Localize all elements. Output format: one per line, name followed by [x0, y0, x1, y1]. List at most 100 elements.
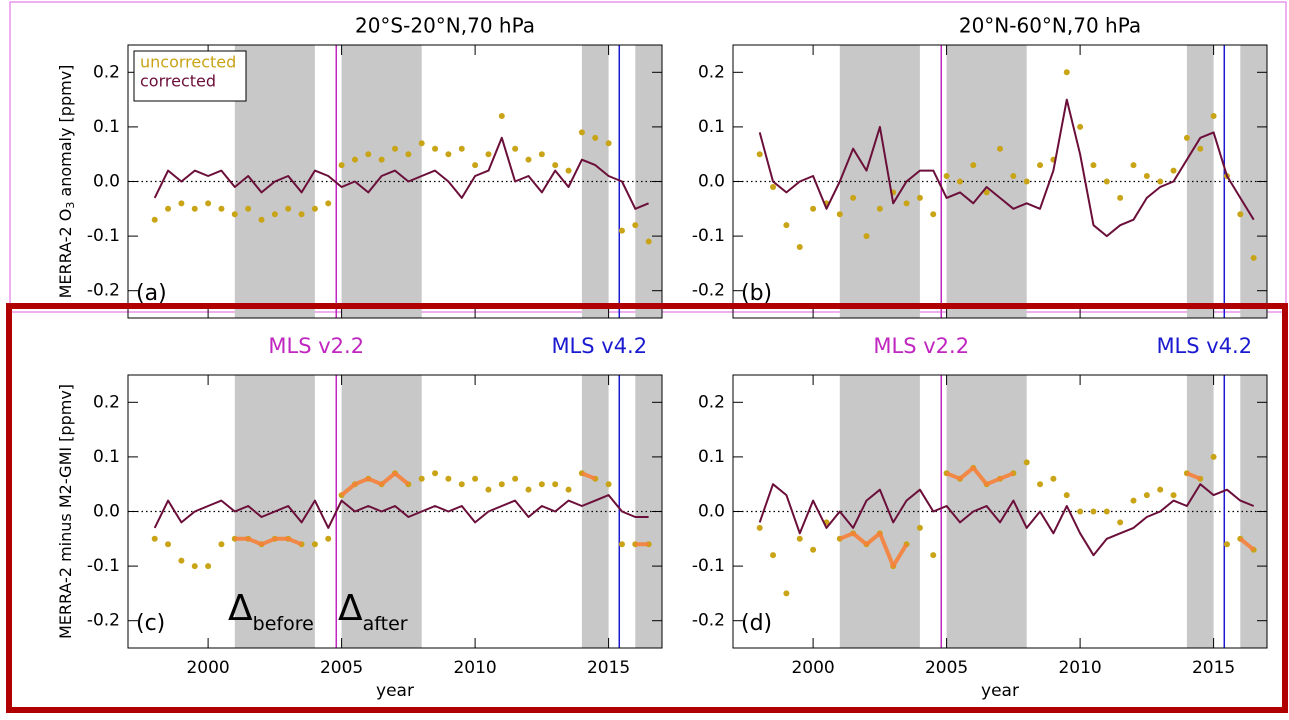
- x-tick-label: 2000: [186, 658, 229, 678]
- data-point: [1210, 453, 1217, 460]
- data-point: [405, 151, 412, 158]
- data-point: [485, 486, 492, 493]
- y-tick-label: -0.2: [87, 281, 120, 301]
- data-point: [1117, 519, 1124, 526]
- x-tick-label: 2005: [320, 658, 363, 678]
- data-point: [325, 200, 332, 207]
- data-point: [151, 216, 158, 223]
- data-point: [618, 541, 625, 548]
- plots: -0.2 -0.1 0.0 0.1 0.2 20°S-20°N,70 hPa MERRA-2…: [56, 14, 1268, 701]
- data-point: [1210, 112, 1217, 119]
- data-point: [796, 535, 803, 542]
- data-point: [498, 481, 505, 488]
- data-point: [605, 140, 612, 147]
- y-tick-label: 0.1: [698, 447, 725, 467]
- series-line: [758, 483, 1255, 557]
- data-point: [930, 552, 937, 559]
- data-point: [552, 162, 559, 169]
- smoothed-line: [234, 471, 649, 547]
- shaded-period: [1186, 375, 1214, 648]
- panel-label: (d): [741, 611, 772, 636]
- plot-area: [128, 375, 662, 648]
- data-point: [538, 151, 545, 158]
- data-point: [618, 227, 625, 234]
- data-point: [943, 173, 950, 180]
- panel-label: (a): [136, 281, 167, 306]
- data-point: [783, 590, 790, 597]
- data-point: [1103, 178, 1110, 185]
- panel-title: 20°S-20°N,70 hPa: [355, 14, 535, 38]
- y-axis-label-part: MERRA-2 O: [56, 209, 75, 299]
- data-point: [418, 475, 425, 482]
- data-point: [178, 557, 185, 564]
- panel: MLS v2.2 MLS v4.2 -0.2 -0.1 0.0 0.1 0.2 2000 200…: [56, 334, 663, 701]
- delta-annotation: Δafter: [338, 588, 408, 635]
- data-point: [445, 151, 452, 158]
- legend-entry: corrected: [140, 72, 216, 91]
- y-tick-label: -0.1: [692, 556, 725, 576]
- panel: -0.2 -0.1 0.0 0.1 0.2 20°S-20°N,70 hPa MERRA-2…: [56, 14, 663, 319]
- data-point: [271, 211, 278, 218]
- x-tick-label: 2000: [791, 658, 834, 678]
- y-tick-label: 0.2: [93, 62, 120, 82]
- data-point: [1223, 541, 1230, 548]
- data-point: [850, 194, 857, 201]
- data-point: [218, 541, 225, 548]
- data-point: [565, 486, 572, 493]
- delta-subscript: before: [253, 613, 314, 635]
- data-point: [1063, 492, 1070, 499]
- data-point: [418, 140, 425, 147]
- delta-symbol: Δ: [228, 588, 253, 629]
- y-axis-label: MERRA-2 minus M2-GMI [ppmv]: [56, 384, 75, 639]
- data-point: [538, 481, 545, 488]
- data-point: [903, 200, 910, 207]
- data-point: [512, 145, 519, 152]
- data-point: [1170, 167, 1177, 174]
- data-point: [1130, 497, 1137, 504]
- data-point: [1117, 194, 1124, 201]
- data-point: [512, 475, 519, 482]
- y-axis-label-part: anomaly [ppmv]: [56, 65, 75, 202]
- panel-title: 20°N-60°N,70 hPa: [959, 14, 1141, 38]
- y-tick-label: -0.1: [87, 556, 120, 576]
- shaded-period: [839, 375, 920, 648]
- y-tick-label: -0.2: [692, 281, 725, 301]
- series-line: [153, 136, 649, 210]
- panel: -0.2 -0.1 0.0 0.1 0.2 20°N-60°N,70 hPa (b): [692, 14, 1268, 319]
- y-tick-label: -0.1: [692, 226, 725, 246]
- data-point: [770, 552, 777, 559]
- data-point: [970, 162, 977, 169]
- y-tick-label: 0.0: [93, 502, 120, 522]
- data-point: [191, 205, 198, 212]
- x-tick-label: 2015: [1192, 658, 1235, 678]
- plot-area: [733, 45, 1267, 318]
- version-label: MLS v2.2: [873, 334, 969, 358]
- x-tick-label: 2010: [1058, 658, 1101, 678]
- y-tick-label: -0.2: [692, 611, 725, 631]
- data-point: [836, 211, 843, 218]
- data-point: [783, 222, 790, 229]
- data-point: [565, 167, 572, 174]
- data-point: [876, 205, 883, 212]
- x-axis-label: year: [376, 681, 414, 701]
- panel-label: (b): [741, 281, 772, 306]
- y-axis-label-part: 3: [64, 202, 77, 209]
- data-point: [1077, 123, 1084, 130]
- data-point: [810, 205, 817, 212]
- data-point: [205, 200, 212, 207]
- y-tick-label: 0.1: [93, 117, 120, 137]
- data-point: [916, 524, 923, 531]
- y-tick-label: 0.0: [698, 502, 725, 522]
- data-point: [796, 244, 803, 251]
- data-point: [445, 475, 452, 482]
- data-point: [1237, 211, 1244, 218]
- y-tick-label: 0.1: [698, 117, 725, 137]
- x-axis-label: year: [981, 681, 1019, 701]
- data-point: [165, 205, 172, 212]
- panel-label: (c): [136, 611, 165, 636]
- y-axis-label: MERRA-2 O3 anomaly [ppmv]: [56, 65, 78, 299]
- data-point: [218, 205, 225, 212]
- x-tick-label: 2015: [587, 658, 630, 678]
- data-point: [1090, 508, 1097, 515]
